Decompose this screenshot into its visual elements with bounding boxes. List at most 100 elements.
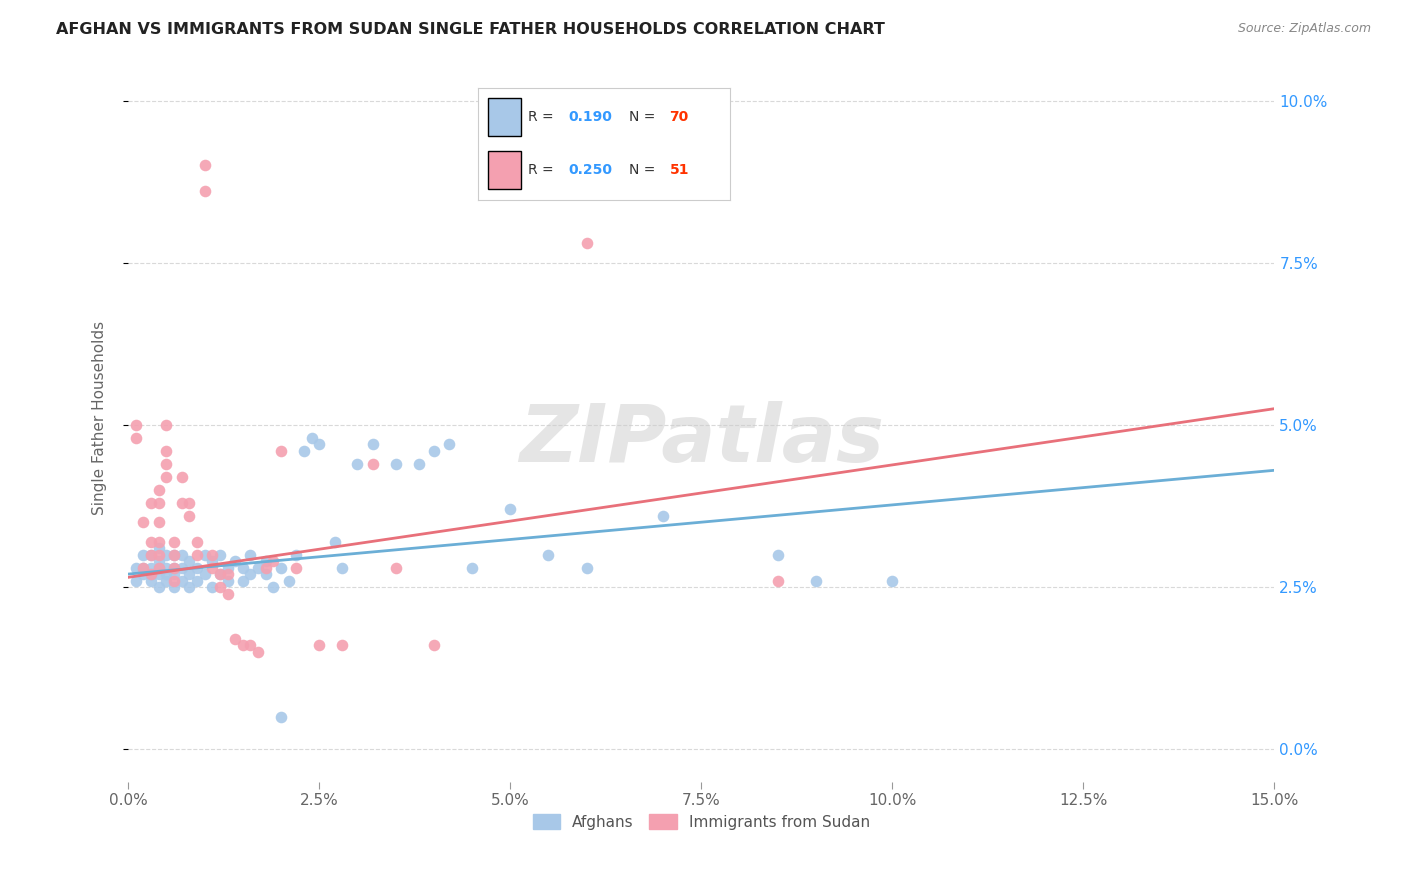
Y-axis label: Single Father Households: Single Father Households xyxy=(93,321,107,516)
Point xyxy=(155,417,177,432)
Point xyxy=(163,548,186,562)
Point xyxy=(461,560,484,574)
Point xyxy=(194,548,217,562)
Point xyxy=(148,567,170,582)
Point xyxy=(499,502,522,516)
Point xyxy=(384,560,406,574)
Point xyxy=(170,470,193,484)
Point xyxy=(155,443,177,458)
Point xyxy=(277,574,299,588)
Point xyxy=(766,548,789,562)
Point xyxy=(163,580,186,594)
Point xyxy=(139,548,162,562)
Point xyxy=(163,548,186,562)
Point xyxy=(148,548,170,562)
Legend: Afghans, Immigrants from Sudan: Afghans, Immigrants from Sudan xyxy=(526,807,876,836)
Point xyxy=(155,470,177,484)
Point xyxy=(179,508,201,523)
Point xyxy=(186,560,208,574)
Point xyxy=(239,639,262,653)
Point xyxy=(125,560,148,574)
Point xyxy=(132,548,155,562)
Point xyxy=(179,554,201,568)
Point xyxy=(139,567,162,582)
Point xyxy=(262,580,284,594)
Point xyxy=(155,567,177,582)
Point xyxy=(247,560,270,574)
Point xyxy=(139,567,162,582)
Text: ZIPatlas: ZIPatlas xyxy=(519,401,884,479)
Point xyxy=(346,457,368,471)
Point xyxy=(139,560,162,574)
Point xyxy=(148,515,170,529)
Point xyxy=(139,574,162,588)
Point xyxy=(254,554,277,568)
Point xyxy=(163,534,186,549)
Point xyxy=(254,567,277,582)
Point xyxy=(575,560,598,574)
Point xyxy=(285,560,308,574)
Point xyxy=(125,574,148,588)
Point xyxy=(285,548,308,562)
Point xyxy=(254,560,277,574)
Point xyxy=(217,567,239,582)
Point xyxy=(308,437,330,451)
Point xyxy=(361,457,384,471)
Point xyxy=(179,567,201,582)
Point xyxy=(270,710,292,724)
Point xyxy=(217,586,239,600)
Point xyxy=(323,534,346,549)
Point xyxy=(139,548,162,562)
Point xyxy=(170,548,193,562)
Point xyxy=(186,534,208,549)
Point xyxy=(423,639,446,653)
Point xyxy=(148,580,170,594)
Point xyxy=(224,554,246,568)
Point xyxy=(208,567,231,582)
Point xyxy=(163,560,186,574)
Point xyxy=(201,554,224,568)
Point xyxy=(330,639,353,653)
Point xyxy=(384,457,406,471)
Point xyxy=(330,560,353,574)
Point xyxy=(194,158,217,172)
Point xyxy=(575,236,598,251)
Point xyxy=(148,496,170,510)
Point xyxy=(766,574,789,588)
Point xyxy=(361,437,384,451)
Point xyxy=(155,548,177,562)
Point xyxy=(232,639,254,653)
Point xyxy=(125,417,148,432)
Point xyxy=(270,443,292,458)
Point xyxy=(163,574,186,588)
Point xyxy=(262,554,284,568)
Point xyxy=(125,431,148,445)
Point xyxy=(170,560,193,574)
Point xyxy=(217,560,239,574)
Point xyxy=(186,574,208,588)
Point xyxy=(163,567,186,582)
Point xyxy=(201,560,224,574)
Point xyxy=(139,534,162,549)
Point xyxy=(170,574,193,588)
Point xyxy=(194,567,217,582)
Point xyxy=(208,567,231,582)
Point xyxy=(132,560,155,574)
Point xyxy=(208,548,231,562)
Point xyxy=(537,548,560,562)
Point xyxy=(224,632,246,646)
Point xyxy=(163,560,186,574)
Point xyxy=(148,534,170,549)
Point xyxy=(132,560,155,574)
Point xyxy=(423,443,446,458)
Point xyxy=(201,548,224,562)
Point xyxy=(179,580,201,594)
Point xyxy=(301,431,323,445)
Point xyxy=(179,496,201,510)
Point xyxy=(247,645,270,659)
Point xyxy=(239,567,262,582)
Point xyxy=(232,560,254,574)
Point xyxy=(217,574,239,588)
Point xyxy=(308,639,330,653)
Point xyxy=(882,574,904,588)
